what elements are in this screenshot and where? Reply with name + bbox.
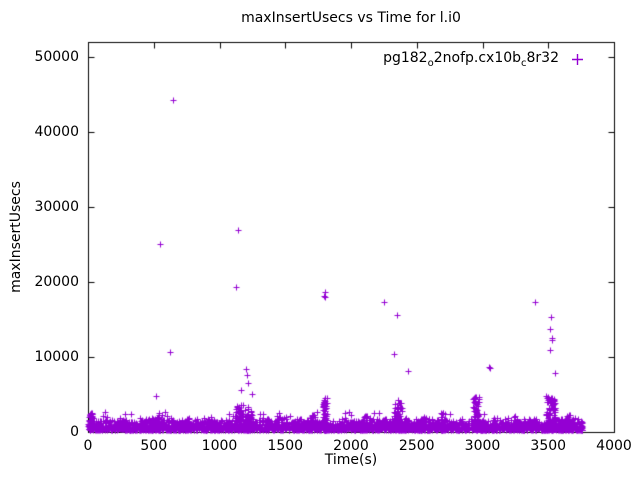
x-tick-label: 3000 [464,438,501,454]
legend-label-subscript: o [427,57,434,69]
y-tick-label: 20000 [34,274,79,290]
y-tick-label: 40000 [34,124,79,140]
x-tick-label: 2000 [333,438,369,454]
legend-label-subscript: c [521,57,527,69]
x-tick-label: 1000 [201,438,238,454]
x-tick-label: 2500 [398,438,435,454]
legend-label-text: 2nofp.cx10b [433,50,522,66]
y-tick-label: 50000 [34,49,79,65]
chart-title: maxInsertUsecs vs Time for l.i0 [241,10,461,26]
x-axis-label: Time(s) [324,452,378,468]
x-tick-label: 1500 [267,438,304,454]
y-tick-label: 10000 [34,349,79,365]
legend-label-text: pg182 [383,50,428,66]
legend-plus-marker-icon [572,53,583,65]
x-tick-label: 0 [83,438,93,454]
legend-series-label: pg182o2nofp.cx10bc8r32 [383,50,559,69]
y-tick-label: 30000 [34,199,79,215]
legend: pg182o2nofp.cx10bc8r32 [383,50,584,69]
legend-label-text: 8r32 [526,50,559,66]
x-tick-label: 3500 [530,438,567,454]
x-tick-label: 4000 [596,438,632,454]
x-tick-label: 500 [140,438,168,454]
y-tick-label: 0 [70,424,79,440]
